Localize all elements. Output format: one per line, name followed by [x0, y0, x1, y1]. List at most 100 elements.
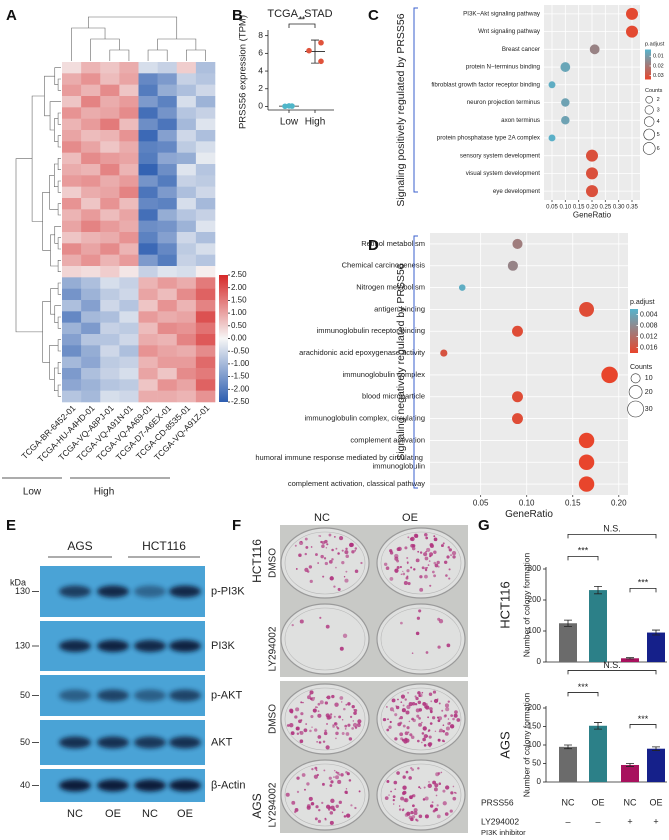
- heatmap-cell: [62, 334, 82, 346]
- colony: [429, 722, 433, 725]
- colorbar-label: 0.01: [653, 54, 664, 60]
- row-label: LY294002: [481, 816, 519, 826]
- heatmap-cell: [176, 232, 197, 244]
- colony: [307, 695, 311, 700]
- y-tick-label: 0: [537, 657, 542, 666]
- heatmap-cell: [62, 232, 82, 244]
- lane-label: NC: [142, 808, 158, 820]
- panel-label: B: [232, 7, 243, 24]
- colony: [424, 574, 428, 579]
- colony: [347, 702, 351, 706]
- colony: [295, 707, 300, 712]
- significance: ***: [638, 578, 649, 588]
- heatmap-cell: [62, 288, 82, 301]
- colony: [428, 729, 431, 732]
- colony: [402, 790, 407, 795]
- colony: [351, 550, 355, 554]
- x-tick-label: 0.10: [559, 204, 571, 210]
- colony: [341, 561, 345, 565]
- colony: [293, 810, 297, 814]
- colony: [432, 780, 437, 785]
- colony: [317, 713, 322, 718]
- heatmap-cell: [62, 277, 82, 289]
- colony: [433, 535, 436, 538]
- colony: [296, 790, 300, 794]
- colony: [406, 562, 409, 565]
- colorbar-label: 1.50: [231, 296, 247, 305]
- enrichment-dot: [578, 432, 595, 449]
- y-tick-label: 2: [258, 83, 263, 93]
- colony: [345, 570, 348, 573]
- dish-rim: [380, 607, 462, 671]
- heatmap-cell: [138, 334, 158, 346]
- heatmap-cell: [119, 62, 139, 74]
- x-tick-label: 0.10: [519, 499, 535, 508]
- dendrogram: [54, 118, 59, 142]
- enrichment-dot: [589, 44, 600, 55]
- heatmap-cell: [81, 62, 101, 74]
- heatmap-cell: [119, 300, 139, 312]
- colony: [317, 735, 322, 739]
- colony: [410, 566, 413, 569]
- colony: [442, 789, 446, 793]
- y-tick-label: 0: [537, 777, 542, 786]
- colony: [413, 533, 418, 538]
- blot-band: [169, 689, 201, 702]
- colony: [299, 619, 304, 624]
- colony: [299, 540, 304, 546]
- enrichment-dot: [512, 238, 523, 249]
- colony: [341, 811, 344, 814]
- colony: [311, 726, 313, 728]
- colony: [451, 726, 454, 729]
- heatmap-cell: [157, 118, 178, 131]
- heatmap-cell: [119, 334, 139, 346]
- colony: [447, 546, 450, 549]
- colony: [357, 719, 362, 724]
- colony: [400, 701, 403, 703]
- colony: [401, 809, 404, 812]
- dendrogram: [57, 180, 61, 193]
- colony: [360, 561, 363, 565]
- panel-label: A: [6, 7, 17, 24]
- colony: [309, 729, 312, 733]
- heatmap-cell: [100, 73, 120, 85]
- treatment-label: DMSO: [268, 548, 279, 578]
- colony: [447, 718, 450, 720]
- heatmap-cell: [62, 96, 82, 108]
- heatmap-cell: [81, 164, 101, 176]
- colony: [323, 557, 327, 560]
- dish-rim: [380, 531, 462, 595]
- colony: [415, 631, 420, 636]
- colony: [344, 724, 348, 728]
- colony: [398, 808, 402, 811]
- colony: [396, 566, 400, 570]
- colony: [437, 565, 440, 568]
- heatmap-cell: [81, 311, 101, 323]
- colony: [387, 718, 389, 721]
- heatmap-cell: [62, 379, 82, 391]
- colony: [419, 551, 423, 554]
- lane-label: OE: [177, 808, 193, 820]
- colony: [339, 536, 344, 541]
- colony: [335, 737, 337, 740]
- colorbar: [630, 309, 638, 353]
- heatmap-cell: [119, 141, 139, 153]
- colorbar-label: 0.02: [653, 63, 664, 69]
- heatmap-cell: [100, 152, 120, 165]
- colony: [296, 732, 300, 736]
- dendrogram: [54, 163, 59, 187]
- heatmap-cell: [81, 254, 101, 267]
- colony: [308, 565, 313, 569]
- colony: [394, 568, 399, 573]
- heatmap-cell: [195, 322, 216, 335]
- category-label: immunoglobulin receptor binding: [317, 326, 425, 335]
- heatmap-cell: [119, 345, 139, 357]
- heatmap-cell: [195, 209, 216, 221]
- y-tick-label: 300: [528, 564, 542, 573]
- heatmap-cell: [138, 322, 158, 335]
- enrichment-dot: [626, 7, 638, 20]
- colony: [435, 794, 438, 797]
- colony: [299, 730, 304, 735]
- heatmap-cell: [119, 368, 139, 380]
- colony: [440, 771, 443, 774]
